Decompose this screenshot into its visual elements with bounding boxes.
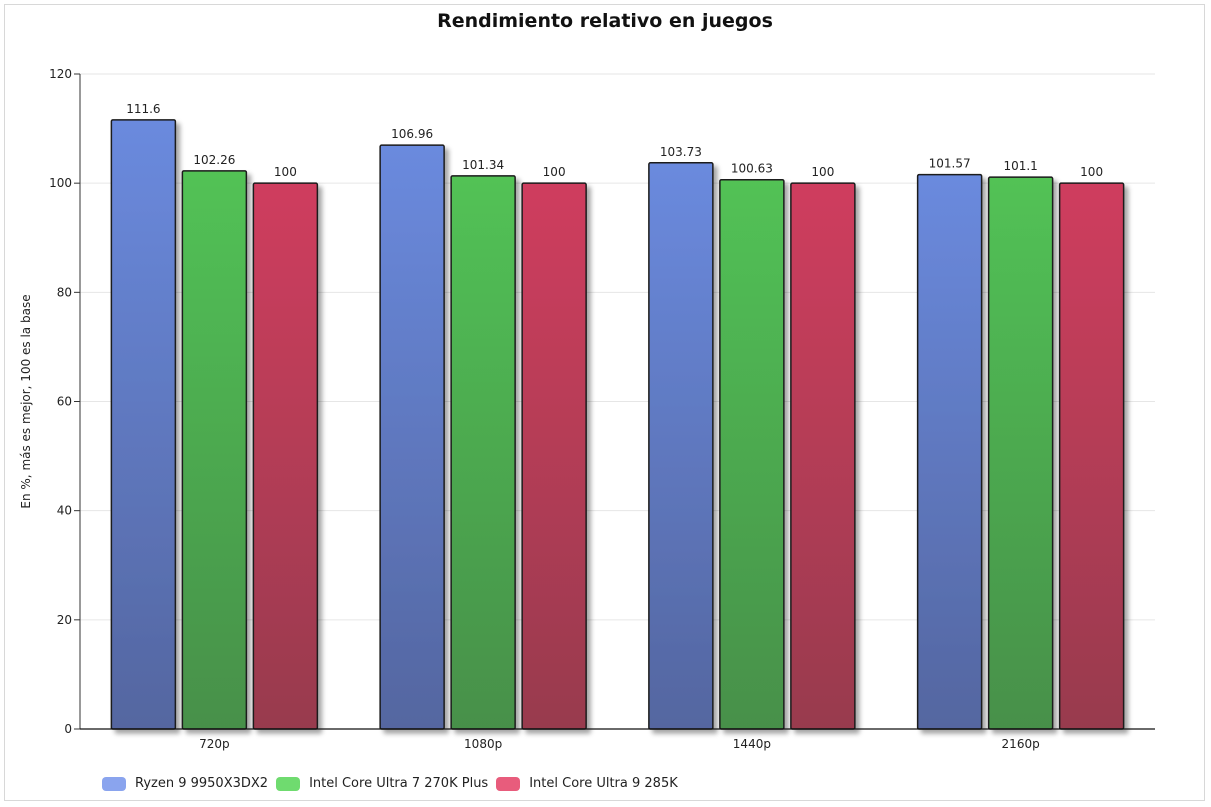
bar — [252, 182, 319, 730]
legend-swatch — [496, 776, 521, 791]
data-label: 101.57 — [929, 157, 971, 171]
bar — [916, 173, 983, 730]
bar — [379, 144, 445, 730]
y-tick-label: 60 — [57, 395, 72, 409]
legend: Ryzen 9 9950X3DX2 Intel Core Ultra 7 270K… — [102, 776, 686, 791]
y-tick-label: 80 — [57, 285, 72, 299]
data-label: 111.6 — [126, 102, 160, 116]
bar — [181, 170, 248, 730]
bar — [719, 178, 785, 730]
data-label: 103.73 — [660, 145, 702, 159]
y-tick-label: 120 — [49, 67, 72, 81]
legend-label: Ryzen 9 9950X3DX2 — [135, 776, 269, 791]
data-label: 100 — [274, 165, 297, 179]
data-label: 102.26 — [193, 153, 235, 167]
legend-item[interactable]: Ryzen 9 9950X3DX2 — [102, 776, 268, 791]
bar — [790, 182, 856, 730]
x-tick-label: 1440p — [733, 737, 771, 751]
x-tick-label: 720p — [199, 737, 230, 751]
bar — [521, 182, 587, 730]
legend-label: Intel Core Ultra 9 285K — [529, 776, 678, 791]
legend-swatch — [276, 776, 301, 791]
legend-item[interactable]: Intel Core Ultra 7 270K Plus — [276, 776, 488, 791]
data-label: 100 — [543, 165, 566, 179]
data-label: 100 — [1080, 165, 1103, 179]
legend-item[interactable]: Intel Core Ultra 9 285K — [496, 776, 678, 791]
y-tick-label: 100 — [49, 176, 72, 190]
data-label: 100 — [811, 165, 834, 179]
bar — [450, 175, 516, 730]
bar — [987, 176, 1054, 730]
data-label: 101.34 — [462, 158, 504, 172]
chart-frame — [4, 4, 1205, 801]
y-tick-label: 40 — [57, 504, 72, 518]
data-label: 100.63 — [731, 162, 773, 176]
legend-label: Intel Core Ultra 7 270K Plus — [309, 776, 489, 791]
bar — [648, 162, 714, 730]
bar — [110, 119, 177, 730]
x-tick-label: 2160p — [1002, 737, 1040, 751]
legend-swatch — [102, 776, 126, 791]
y-tick-label: 0 — [64, 722, 72, 736]
chart-title: Rendimiento relativo en juegos — [437, 10, 773, 32]
y-tick-label: 20 — [57, 613, 72, 627]
bar — [1058, 182, 1125, 730]
data-label: 106.96 — [391, 127, 433, 141]
data-label: 101.1 — [1003, 159, 1037, 173]
y-axis-label: En %, más es mejor, 100 es la base — [19, 294, 33, 508]
x-tick-label: 1080p — [464, 737, 502, 751]
